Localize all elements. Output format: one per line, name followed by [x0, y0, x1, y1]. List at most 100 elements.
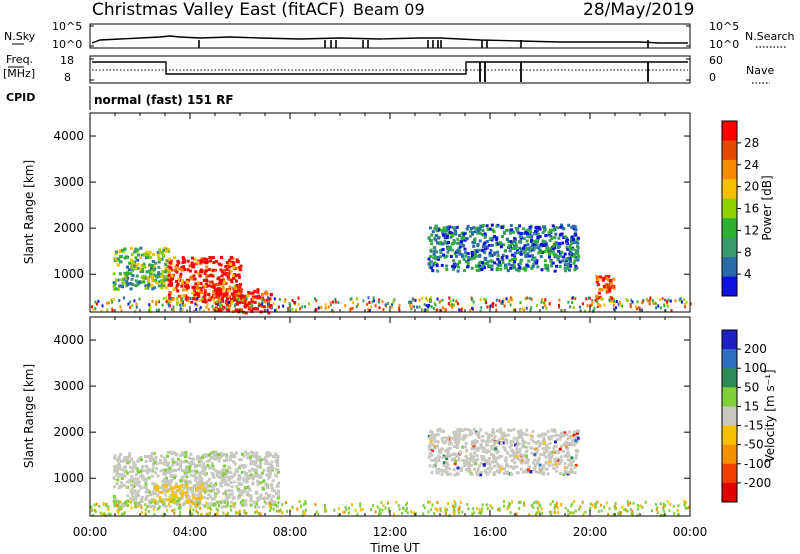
colorbar-tick-label: 15 — [744, 399, 759, 413]
range-gate-cell — [148, 493, 152, 497]
range-gate-cell — [499, 267, 503, 271]
range-gate-cell — [130, 268, 134, 272]
range-gate-cell — [440, 437, 444, 440]
range-gate-cell — [549, 437, 553, 441]
range-gate-cell — [442, 306, 444, 310]
range-gate-cell — [351, 301, 354, 304]
range-gate-cell — [581, 500, 584, 504]
range-gate-cell — [431, 434, 435, 438]
range-gate-cell — [239, 458, 243, 462]
range-gate-cell — [231, 276, 235, 280]
range-gate-cell — [515, 444, 519, 448]
range-gate-cell — [568, 268, 571, 272]
range-gate-cell — [520, 431, 524, 435]
range-gate-cell — [199, 460, 203, 464]
range-gate-cell — [227, 265, 231, 269]
range-gate-cell — [120, 309, 123, 313]
range-gate-cell — [654, 301, 657, 305]
range-gate-cell — [493, 456, 497, 460]
range-gate-cell — [563, 266, 567, 270]
range-gate-cell — [216, 302, 219, 306]
range-gate-cell — [448, 296, 451, 300]
range-gate-cell — [195, 470, 199, 474]
range-gate-cell — [553, 510, 556, 514]
range-gate-cell — [244, 464, 248, 468]
range-gate-cell — [448, 472, 452, 476]
range-gate-cell — [543, 441, 547, 445]
range-gate-cell — [241, 491, 245, 495]
range-gate-cell — [473, 461, 477, 465]
range-gate-cell — [440, 228, 444, 232]
range-gate-cell — [127, 480, 131, 484]
range-gate-cell — [485, 245, 489, 249]
range-gate-cell — [453, 500, 456, 504]
range-gate-cell — [212, 502, 215, 506]
range-gate-cell — [531, 435, 534, 439]
range-gate-cell — [134, 502, 137, 506]
x-tick-label: 00:00 — [673, 525, 708, 539]
range-gate-cell — [513, 239, 517, 243]
range-gate-cell — [112, 284, 116, 288]
range-gate-cell — [470, 447, 474, 451]
range-gate-cell — [153, 513, 156, 517]
range-gate-cell — [576, 258, 580, 262]
range-gate-cell — [126, 276, 130, 280]
range-gate-cell — [565, 245, 569, 249]
range-gate-cell — [522, 440, 525, 444]
range-gate-cell — [214, 283, 218, 287]
range-gate-cell — [349, 309, 352, 313]
range-gate-cell — [277, 501, 280, 504]
range-gate-cell — [522, 246, 525, 250]
range-gate-cell — [642, 299, 645, 302]
range-gate-cell — [530, 254, 534, 258]
range-gate-cell — [484, 471, 488, 475]
range-gate-cell — [137, 253, 141, 257]
colorbar-block — [722, 257, 737, 278]
range-gate-cell — [427, 500, 429, 504]
range-gate-cell — [457, 250, 461, 254]
range-gate-cell — [538, 235, 542, 239]
range-gate-cell — [205, 460, 209, 463]
range-gate-cell — [183, 455, 187, 459]
range-gate-cell — [206, 305, 209, 309]
range-gate-cell — [218, 298, 221, 302]
y-tick-label: 3000 — [53, 175, 84, 189]
range-gate-cell — [573, 471, 577, 475]
range-gate-cell — [479, 428, 483, 432]
range-gate-cell — [398, 507, 401, 511]
range-gate-cell — [556, 255, 560, 259]
range-gate-cell — [233, 455, 237, 459]
range-gate-cell — [183, 281, 187, 285]
range-gate-cell — [530, 238, 534, 242]
range-gate-cell — [267, 305, 270, 308]
range-gate-cell — [113, 256, 117, 260]
range-gate-cell — [223, 501, 226, 504]
range-gate-cell — [157, 260, 161, 264]
range-gate-cell — [159, 469, 163, 473]
range-gate-cell — [140, 464, 144, 468]
range-gate-cell — [114, 252, 118, 256]
range-gate-cell — [152, 264, 156, 268]
range-gate-cell — [521, 445, 525, 449]
range-gate-cell — [215, 474, 219, 478]
range-gate-cell — [287, 307, 289, 310]
range-gate-cell — [168, 261, 172, 265]
range-gate-cell — [236, 260, 240, 264]
range-gate-cell — [566, 248, 570, 251]
velocity-colorbar-label: Velocity [m s⁻¹] — [763, 369, 777, 462]
range-gate-cell — [123, 474, 127, 478]
range-gate-cell — [536, 233, 540, 237]
range-gate-cell — [670, 309, 673, 313]
range-gate-cell — [131, 487, 134, 491]
range-gate-cell — [475, 454, 479, 458]
range-gate-cell — [115, 471, 119, 475]
range-gate-cell — [469, 230, 473, 234]
range-gate-cell — [138, 267, 142, 271]
range-gate-cell — [543, 259, 547, 263]
range-gate-cell — [249, 495, 253, 499]
range-gate-cell — [225, 261, 229, 264]
range-gate-cell — [266, 486, 270, 490]
range-gate-cell — [234, 279, 238, 283]
range-gate-cell — [162, 248, 166, 252]
